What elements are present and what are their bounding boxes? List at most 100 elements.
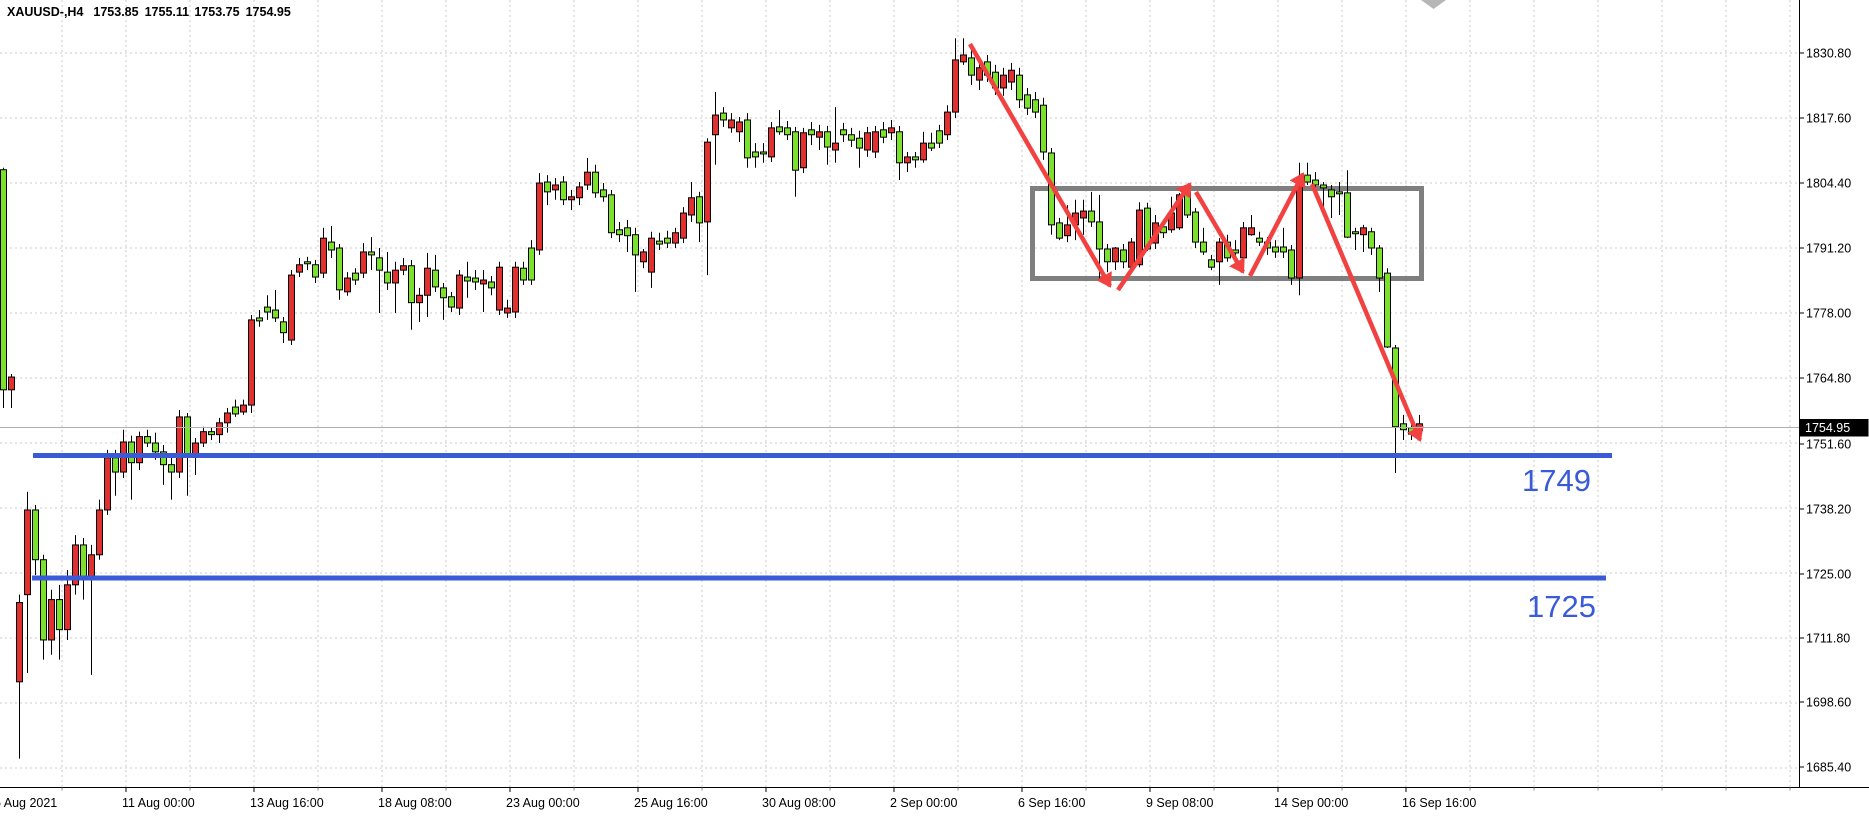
candle (576, 182, 583, 206)
candle-body (1064, 224, 1071, 237)
quote-low: 1753.75 (194, 5, 239, 19)
candle-body (576, 186, 583, 199)
time-axis-label[interactable]: 11 Aug 00:00 (122, 796, 195, 810)
candle-body (296, 264, 303, 273)
time-axis-label[interactable]: 5 Aug 2021 (0, 796, 57, 810)
trend-arrow-1[interactable] (968, 42, 1112, 288)
price-axis-label[interactable]: 1685.40 (1806, 761, 1851, 775)
candle-body (320, 237, 327, 274)
support-lines[interactable] (32, 453, 1612, 581)
candle (624, 219, 631, 252)
support-level-label-1749[interactable]: 1749 (1522, 463, 1591, 498)
candle-body (1088, 210, 1095, 223)
price-axis-label[interactable]: 1817.60 (1806, 112, 1851, 126)
candle (1032, 91, 1039, 118)
trend-arrows[interactable] (968, 42, 1424, 442)
trend-arrow-5[interactable] (1309, 183, 1424, 442)
support-level-label-1725[interactable]: 1725 (1527, 589, 1596, 624)
time-axis-label[interactable]: 18 Aug 08:00 (378, 796, 452, 810)
price-axis-label[interactable]: 1738.20 (1806, 503, 1851, 517)
time-axis-label[interactable]: 13 Aug 16:00 (250, 796, 324, 810)
candle-body (96, 509, 103, 556)
candle (1000, 67, 1007, 96)
time-axis-label[interactable]: 6 Sep 16:00 (1018, 796, 1085, 810)
candle (352, 268, 359, 285)
trend-arrow-2[interactable] (1116, 182, 1192, 292)
candle-body (968, 57, 975, 76)
candle (24, 491, 31, 673)
candle (512, 261, 519, 318)
candle-body (216, 422, 223, 436)
candle-body (184, 416, 191, 456)
price-axis-label[interactable]: 1791.20 (1806, 242, 1851, 256)
candle-body (840, 129, 847, 136)
candle (0, 167, 7, 409)
trend-arrow-3[interactable] (1194, 190, 1245, 274)
candle (464, 261, 471, 298)
range-box[interactable] (1030, 186, 1424, 281)
consolidation-range-box[interactable] (1030, 186, 1424, 281)
candle (1024, 87, 1031, 116)
candle-body (512, 266, 519, 313)
candle-body (528, 247, 535, 281)
candle (480, 270, 487, 313)
candle-body (1336, 191, 1343, 195)
candle-body (920, 142, 927, 161)
candle (224, 408, 231, 433)
time-axis-label[interactable]: 25 Aug 16:00 (634, 796, 708, 810)
candle-body (496, 266, 503, 311)
time-axis-label[interactable]: 14 Sep 00:00 (1274, 796, 1348, 810)
candle (328, 225, 335, 258)
candle (1040, 97, 1047, 160)
price-axis-label[interactable]: 1804.40 (1806, 177, 1851, 191)
price-axis-label[interactable]: 1711.80 (1806, 632, 1850, 646)
candle-body (704, 141, 711, 223)
candle (448, 291, 455, 313)
time-axis-label[interactable]: 2 Sep 00:00 (890, 796, 957, 810)
candle-body (360, 251, 367, 274)
candle-body (256, 317, 263, 322)
candle (1336, 182, 1343, 216)
time-axis-label[interactable]: 16 Sep 16:00 (1402, 796, 1476, 810)
candle-body (456, 274, 463, 309)
time-axis-label[interactable]: 30 Aug 08:00 (762, 796, 836, 810)
candle-body (1304, 174, 1311, 183)
candle-body (1192, 211, 1199, 243)
candle-body (832, 142, 839, 151)
candle (320, 227, 327, 279)
candle (88, 544, 95, 675)
candle-body (1248, 227, 1255, 236)
candle (1008, 62, 1015, 90)
candle (1192, 208, 1199, 248)
candle (792, 126, 799, 197)
candle-body (1120, 249, 1127, 263)
price-axis-label[interactable]: 1778.00 (1806, 307, 1851, 321)
candle (536, 173, 543, 255)
candle-body (864, 132, 871, 151)
candle-body (1272, 246, 1279, 253)
price-axis-label[interactable]: 1751.60 (1806, 438, 1851, 452)
candle (160, 444, 167, 485)
candle-body (56, 599, 63, 631)
time-axis-label[interactable]: 23 Aug 00:00 (506, 796, 580, 810)
candle (40, 554, 47, 660)
candle (1352, 227, 1359, 250)
price-axis-label[interactable]: 1764.80 (1806, 372, 1851, 386)
candle (1256, 231, 1263, 247)
time-axis-label[interactable]: 9 Sep 08:00 (1146, 796, 1213, 810)
candle-body (880, 129, 887, 138)
candle (1248, 215, 1255, 236)
candle-body (8, 376, 15, 391)
price-axis-label[interactable]: 1725.00 (1806, 568, 1851, 582)
price-axis-label[interactable]: 1830.80 (1806, 47, 1851, 61)
trend-arrow-4[interactable] (1248, 172, 1306, 278)
candle-body (392, 269, 399, 284)
price-axis-label[interactable]: 1698.60 (1806, 696, 1851, 710)
candle (520, 261, 527, 285)
candle-body (552, 184, 559, 191)
candle-body (248, 319, 255, 406)
candle (1216, 238, 1223, 285)
candle-body (72, 544, 79, 586)
